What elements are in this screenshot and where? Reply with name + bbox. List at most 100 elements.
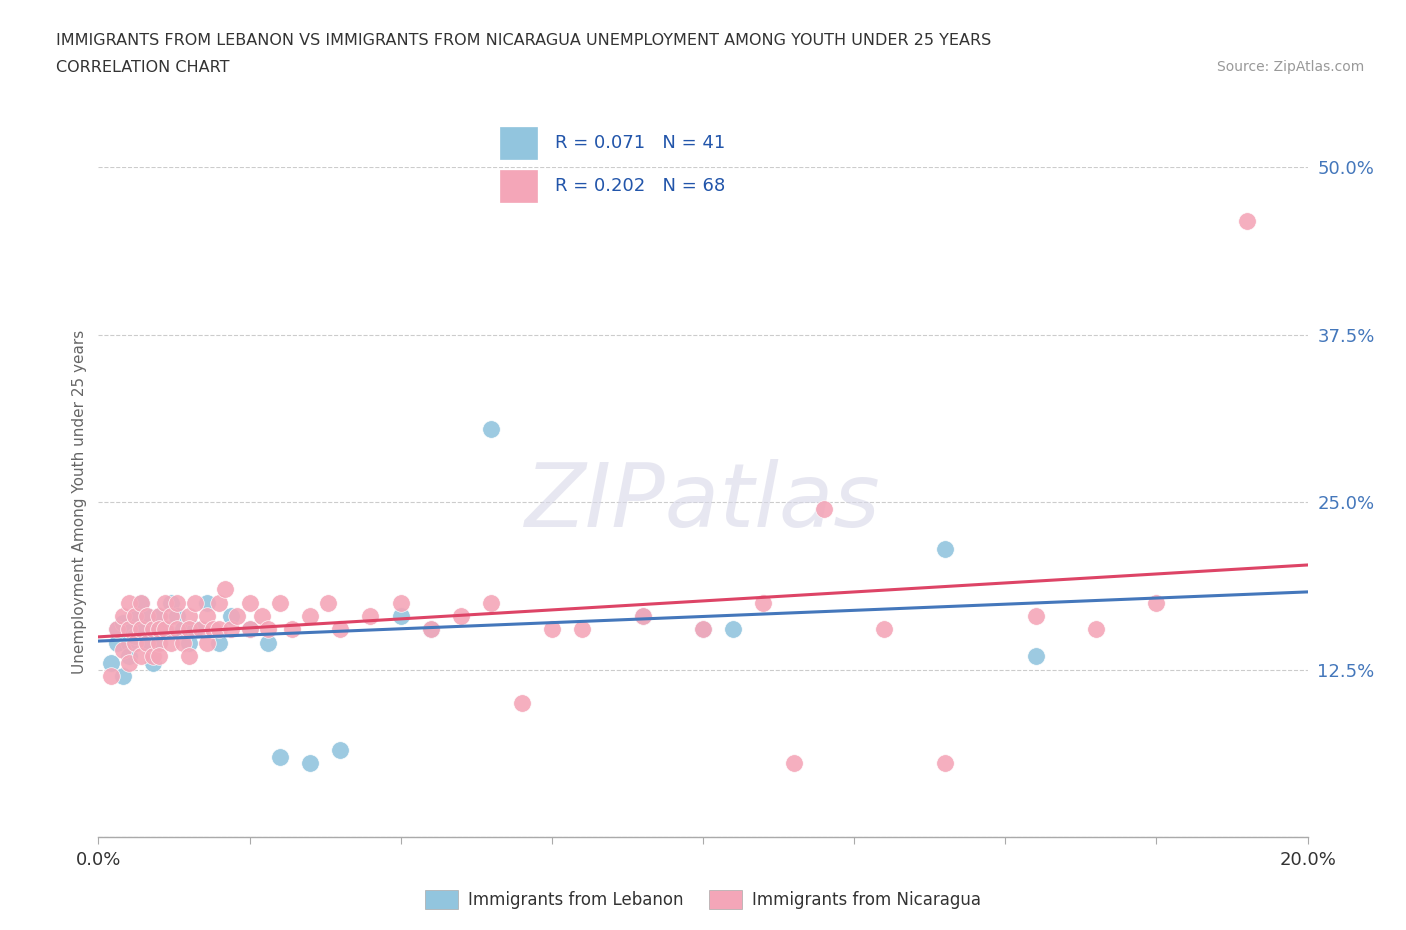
- Point: [148, 608, 170, 623]
- Text: Source: ZipAtlas.com: Source: ZipAtlas.com: [1216, 60, 1364, 74]
- Point: [195, 635, 218, 650]
- Point: [202, 622, 225, 637]
- Point: [153, 622, 176, 637]
- Point: [148, 622, 170, 637]
- Point: [1024, 649, 1046, 664]
- Point: [208, 595, 231, 610]
- Point: [105, 622, 128, 637]
- Point: [124, 629, 146, 644]
- Point: [153, 622, 176, 637]
- Point: [389, 595, 412, 610]
- Point: [269, 595, 291, 610]
- Point: [316, 595, 339, 610]
- Point: [481, 595, 503, 610]
- Point: [135, 608, 157, 623]
- Point: [135, 608, 157, 623]
- Point: [100, 669, 122, 684]
- Point: [450, 608, 472, 623]
- Point: [239, 622, 262, 637]
- Point: [129, 595, 152, 610]
- Bar: [501, 170, 537, 202]
- Point: [129, 622, 152, 637]
- Text: R = 0.071   N = 41: R = 0.071 N = 41: [555, 134, 725, 152]
- Point: [934, 756, 956, 771]
- Point: [721, 622, 744, 637]
- Point: [111, 608, 134, 623]
- Point: [160, 608, 183, 623]
- Point: [631, 608, 654, 623]
- Point: [135, 635, 157, 650]
- Point: [208, 635, 231, 650]
- Point: [540, 622, 562, 637]
- Point: [389, 608, 412, 623]
- Point: [142, 656, 165, 671]
- Point: [692, 622, 714, 637]
- Point: [105, 622, 128, 637]
- Point: [118, 622, 141, 637]
- Point: [142, 622, 165, 637]
- Point: [281, 622, 304, 637]
- Point: [208, 622, 231, 637]
- Point: [782, 756, 804, 771]
- Point: [118, 635, 141, 650]
- Bar: [501, 127, 537, 159]
- Point: [184, 622, 207, 637]
- Point: [148, 608, 170, 623]
- Point: [221, 622, 243, 637]
- Y-axis label: Unemployment Among Youth under 25 years: Unemployment Among Youth under 25 years: [72, 330, 87, 674]
- Point: [184, 595, 207, 610]
- Point: [177, 608, 201, 623]
- Point: [1144, 595, 1167, 610]
- Point: [111, 642, 134, 657]
- Point: [124, 635, 146, 650]
- Point: [934, 541, 956, 556]
- Legend: Immigrants from Lebanon, Immigrants from Nicaragua: Immigrants from Lebanon, Immigrants from…: [418, 884, 988, 916]
- Point: [571, 622, 593, 637]
- Point: [148, 649, 170, 664]
- Point: [166, 608, 188, 623]
- Point: [299, 608, 322, 623]
- Point: [111, 669, 134, 684]
- Point: [177, 635, 201, 650]
- Point: [221, 608, 243, 623]
- Point: [111, 616, 134, 631]
- Point: [195, 595, 218, 610]
- Point: [118, 622, 141, 637]
- Point: [148, 635, 170, 650]
- Point: [692, 622, 714, 637]
- Text: IMMIGRANTS FROM LEBANON VS IMMIGRANTS FROM NICARAGUA UNEMPLOYMENT AMONG YOUTH UN: IMMIGRANTS FROM LEBANON VS IMMIGRANTS FR…: [56, 33, 991, 47]
- Point: [177, 649, 201, 664]
- Point: [239, 622, 262, 637]
- Point: [360, 608, 382, 623]
- Point: [239, 595, 262, 610]
- Point: [1024, 608, 1046, 623]
- Point: [214, 582, 236, 597]
- Point: [419, 622, 441, 637]
- Point: [172, 622, 194, 637]
- Point: [153, 595, 176, 610]
- Point: [873, 622, 896, 637]
- Point: [510, 696, 533, 711]
- Point: [166, 622, 188, 637]
- Point: [160, 595, 183, 610]
- Point: [1236, 214, 1258, 229]
- Point: [269, 750, 291, 764]
- Text: ZIPatlas: ZIPatlas: [526, 459, 880, 545]
- Point: [329, 622, 352, 637]
- Point: [256, 635, 278, 650]
- Point: [177, 622, 201, 637]
- Point: [124, 608, 146, 623]
- Text: R = 0.202   N = 68: R = 0.202 N = 68: [555, 178, 725, 195]
- Point: [142, 622, 165, 637]
- Text: CORRELATION CHART: CORRELATION CHART: [56, 60, 229, 75]
- Point: [148, 635, 170, 650]
- Point: [226, 608, 249, 623]
- Point: [129, 622, 152, 637]
- Point: [1085, 622, 1108, 637]
- Point: [329, 742, 352, 757]
- Point: [105, 635, 128, 650]
- Point: [190, 622, 212, 637]
- Point: [118, 595, 141, 610]
- Point: [481, 421, 503, 436]
- Point: [172, 635, 194, 650]
